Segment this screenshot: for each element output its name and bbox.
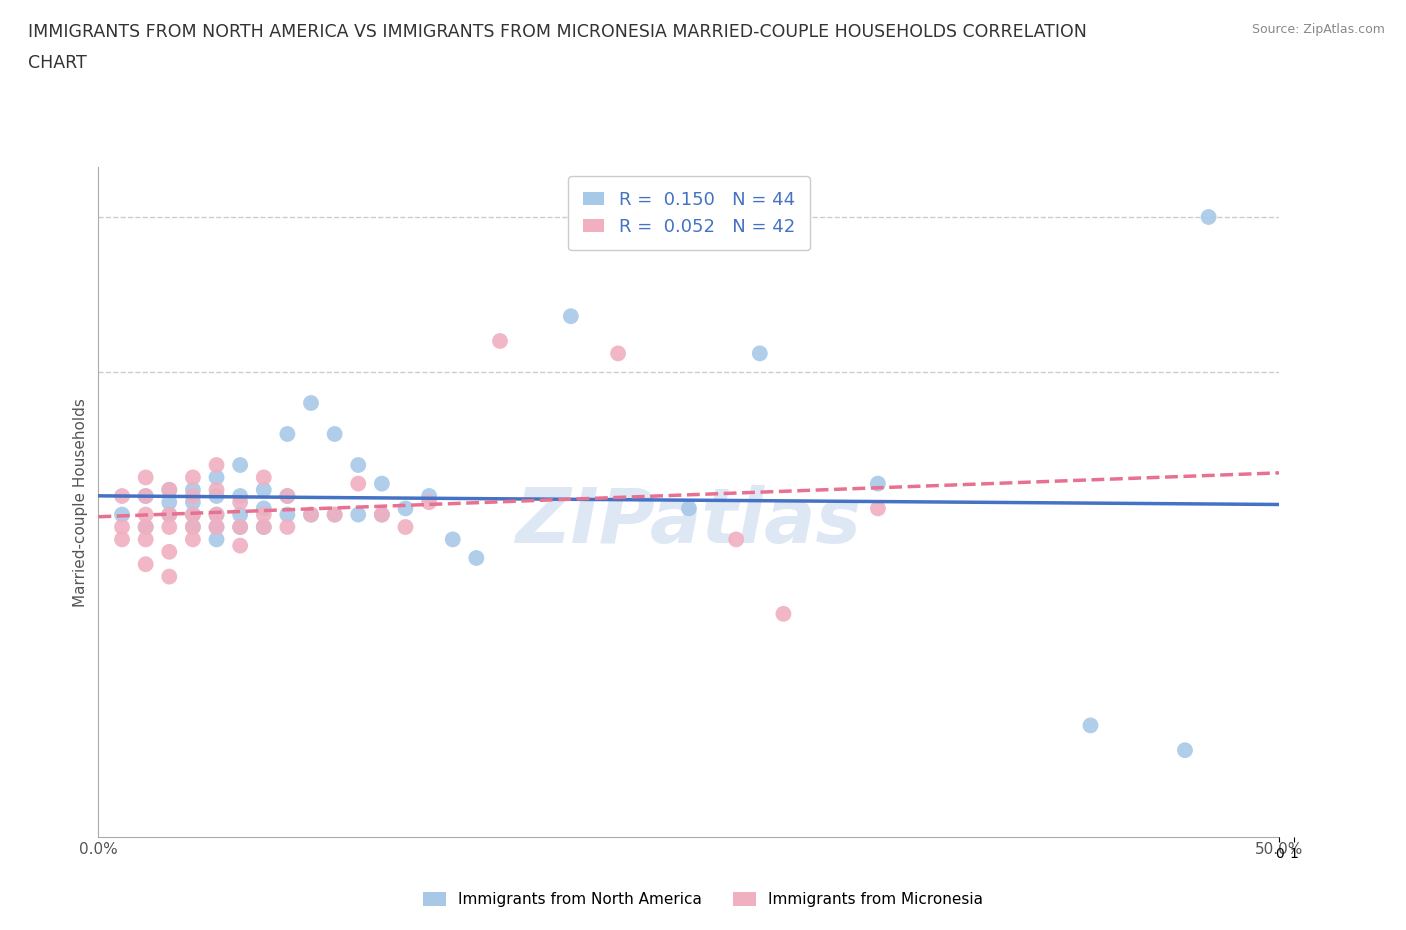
Point <box>111 488 134 503</box>
Point <box>394 501 416 516</box>
Point <box>111 532 134 547</box>
Point <box>157 483 180 498</box>
Point <box>276 507 298 522</box>
Point <box>253 483 276 498</box>
Point <box>866 476 889 491</box>
Point <box>181 520 204 535</box>
Point <box>157 483 180 498</box>
Point <box>299 507 322 522</box>
Point <box>299 395 322 410</box>
Legend: Immigrants from North America, Immigrants from Micronesia: Immigrants from North America, Immigrant… <box>418 885 988 913</box>
Point <box>560 309 582 324</box>
Point <box>418 488 440 503</box>
Point <box>181 470 204 485</box>
Point <box>181 495 204 510</box>
Point <box>323 507 346 522</box>
Point <box>229 538 252 553</box>
Point <box>135 488 157 503</box>
Text: IMMIGRANTS FROM NORTH AMERICA VS IMMIGRANTS FROM MICRONESIA MARRIED-COUPLE HOUSE: IMMIGRANTS FROM NORTH AMERICA VS IMMIGRA… <box>28 23 1087 41</box>
Point <box>866 501 889 516</box>
Text: CHART: CHART <box>28 54 87 72</box>
Point <box>135 507 157 522</box>
Point <box>181 483 204 498</box>
Point <box>323 427 346 442</box>
Point <box>181 488 204 503</box>
Point <box>157 544 180 559</box>
Point <box>205 483 228 498</box>
Point <box>748 346 770 361</box>
Point <box>229 495 252 510</box>
Point <box>253 470 276 485</box>
Y-axis label: Married-couple Households: Married-couple Households <box>73 398 89 606</box>
Point <box>135 520 157 535</box>
Point <box>157 569 180 584</box>
Point <box>205 488 228 503</box>
Point <box>157 507 180 522</box>
Text: Source: ZipAtlas.com: Source: ZipAtlas.com <box>1251 23 1385 36</box>
Point <box>276 427 298 442</box>
Point <box>229 520 252 535</box>
Point <box>276 488 298 503</box>
Point <box>1198 209 1220 224</box>
Point <box>276 520 298 535</box>
Point <box>181 532 204 547</box>
Point <box>181 507 204 522</box>
Legend: R =  0.150   N = 44, R =  0.052   N = 42: R = 0.150 N = 44, R = 0.052 N = 42 <box>568 177 810 250</box>
Text: ZIPatlas: ZIPatlas <box>516 485 862 559</box>
Point <box>229 488 252 503</box>
Point <box>347 476 370 491</box>
Point <box>441 532 464 547</box>
Point <box>205 532 228 547</box>
Point <box>465 551 488 565</box>
Point <box>135 557 157 572</box>
Point <box>253 507 276 522</box>
Point <box>135 488 157 503</box>
Point <box>253 520 276 535</box>
Point <box>229 458 252 472</box>
Point <box>276 488 298 503</box>
Point <box>157 520 180 535</box>
Point <box>1080 718 1102 733</box>
Point <box>181 507 204 522</box>
Point <box>205 507 228 522</box>
Point <box>489 334 512 349</box>
Point <box>135 470 157 485</box>
Point <box>347 458 370 472</box>
Point <box>111 520 134 535</box>
Point <box>111 507 134 522</box>
Point <box>299 507 322 522</box>
Point <box>253 501 276 516</box>
Point <box>772 606 794 621</box>
Point <box>229 507 252 522</box>
Point <box>135 520 157 535</box>
Point <box>725 532 748 547</box>
Point <box>205 470 228 485</box>
Point <box>371 476 394 491</box>
Point <box>394 520 416 535</box>
Point <box>678 501 700 516</box>
Point <box>607 346 630 361</box>
Point <box>347 507 370 522</box>
Point <box>229 520 252 535</box>
Point <box>157 507 180 522</box>
Point <box>323 507 346 522</box>
Point <box>418 495 440 510</box>
Point <box>371 507 394 522</box>
Point <box>253 520 276 535</box>
Point <box>205 507 228 522</box>
Point <box>135 532 157 547</box>
Point <box>157 495 180 510</box>
Point <box>181 520 204 535</box>
Point <box>205 520 228 535</box>
Point <box>371 507 394 522</box>
Point <box>205 458 228 472</box>
Point <box>1174 743 1197 758</box>
Point <box>205 520 228 535</box>
